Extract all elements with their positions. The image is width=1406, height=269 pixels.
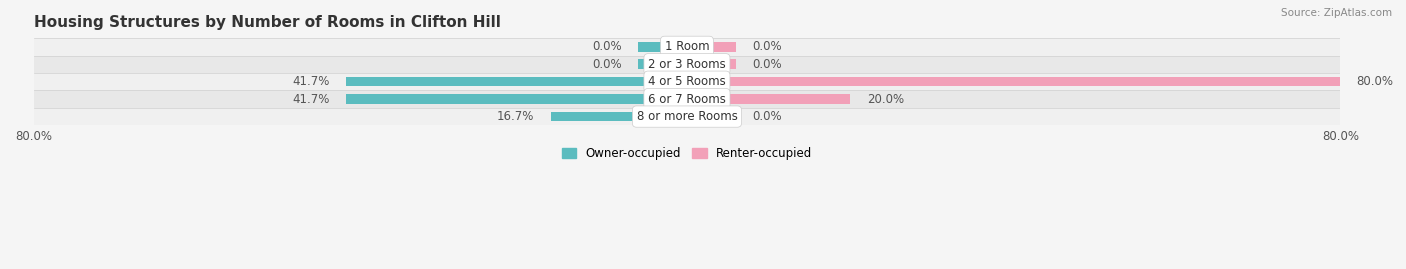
Bar <box>34 55 1340 73</box>
Text: 8 or more Rooms: 8 or more Rooms <box>637 110 737 123</box>
Bar <box>688 112 735 121</box>
Bar <box>34 38 1340 55</box>
Text: 6 or 7 Rooms: 6 or 7 Rooms <box>648 93 725 106</box>
Text: 0.0%: 0.0% <box>752 110 782 123</box>
Text: 80.0%: 80.0% <box>1357 75 1393 88</box>
Bar <box>688 94 851 104</box>
Text: 16.7%: 16.7% <box>496 110 534 123</box>
Bar <box>688 77 1340 87</box>
Bar <box>688 42 735 52</box>
Text: 0.0%: 0.0% <box>592 40 621 53</box>
Bar <box>551 112 688 121</box>
Bar <box>346 94 688 104</box>
Text: 41.7%: 41.7% <box>292 93 330 106</box>
Text: 4 or 5 Rooms: 4 or 5 Rooms <box>648 75 725 88</box>
Text: 0.0%: 0.0% <box>752 58 782 71</box>
Text: 0.0%: 0.0% <box>752 40 782 53</box>
Bar <box>638 42 688 52</box>
Bar <box>34 73 1340 90</box>
Text: 20.0%: 20.0% <box>866 93 904 106</box>
Bar <box>34 90 1340 108</box>
Text: 41.7%: 41.7% <box>292 75 330 88</box>
Bar <box>688 59 735 69</box>
Text: 2 or 3 Rooms: 2 or 3 Rooms <box>648 58 725 71</box>
Text: Housing Structures by Number of Rooms in Clifton Hill: Housing Structures by Number of Rooms in… <box>34 15 501 30</box>
Legend: Owner-occupied, Renter-occupied: Owner-occupied, Renter-occupied <box>557 142 817 165</box>
Bar <box>346 77 688 87</box>
Text: 0.0%: 0.0% <box>592 58 621 71</box>
Text: Source: ZipAtlas.com: Source: ZipAtlas.com <box>1281 8 1392 18</box>
Bar <box>638 59 688 69</box>
Text: 1 Room: 1 Room <box>665 40 709 53</box>
Bar <box>34 108 1340 125</box>
